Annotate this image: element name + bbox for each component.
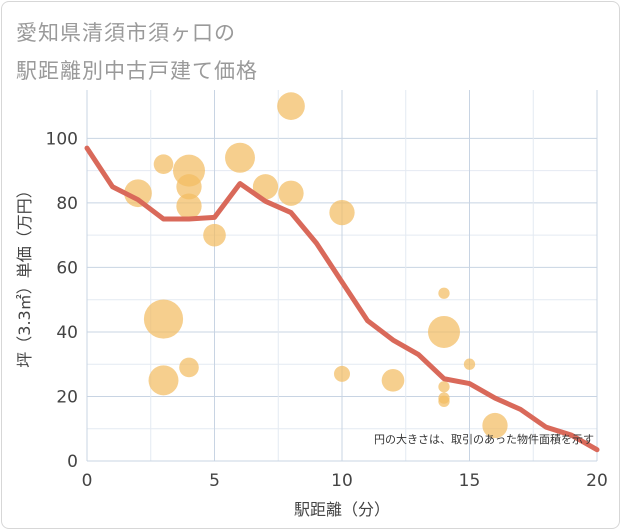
bubble-point bbox=[203, 223, 226, 247]
bubble-point bbox=[124, 179, 152, 208]
bubble-point bbox=[176, 193, 202, 219]
x-axis-label: 駅距離（分） bbox=[294, 500, 390, 519]
x-tick-label: 20 bbox=[586, 471, 608, 491]
bubble-point bbox=[438, 395, 450, 407]
y-axis-label: 坪（3.3㎡）単価（万円） bbox=[15, 182, 34, 367]
average-price-line bbox=[84, 145, 600, 453]
x-tick-label: 15 bbox=[459, 471, 481, 491]
bubble-point bbox=[381, 369, 405, 392]
bubble-point bbox=[143, 299, 184, 339]
y-tick-label: 40 bbox=[56, 323, 78, 343]
y-tick-label: 100 bbox=[46, 129, 78, 149]
bubble-point bbox=[329, 199, 355, 226]
bubble-point bbox=[225, 142, 255, 173]
x-tick-label: 10 bbox=[331, 471, 353, 491]
bubble-point bbox=[482, 412, 508, 439]
x-tick-label: 0 bbox=[82, 471, 93, 491]
bubble-point bbox=[438, 381, 450, 393]
bubble-point bbox=[176, 174, 202, 200]
y-tick-label: 20 bbox=[56, 387, 78, 407]
bubble-point bbox=[148, 365, 179, 396]
bubble-point bbox=[278, 180, 304, 206]
bubble-point bbox=[334, 365, 350, 382]
y-tick-label: 60 bbox=[56, 258, 78, 278]
bubble-point bbox=[438, 287, 450, 299]
y-tick-label: 0 bbox=[67, 452, 78, 472]
y-tick-label: 80 bbox=[56, 194, 78, 214]
bubble-size-note: 円の大きさは、取引のあった物件面積を示す bbox=[374, 432, 594, 446]
average-line-series bbox=[84, 145, 600, 453]
chart-title-line-1: 愛知県清須市須ヶ口の bbox=[16, 21, 236, 45]
bubble-point bbox=[428, 315, 460, 348]
bubble-point bbox=[463, 358, 476, 370]
x-tick-label: 5 bbox=[209, 471, 220, 491]
bubble-series bbox=[124, 92, 508, 439]
bubble-point bbox=[179, 357, 199, 378]
bubble-point bbox=[153, 154, 174, 174]
tick-labels: 0 20 40 60 80 100 0 5 10 15 20 bbox=[46, 129, 608, 491]
chart-title-line-2: 駅距離別中古戸建て価格 bbox=[16, 59, 258, 83]
bubble-point bbox=[277, 92, 305, 120]
bubble-point bbox=[252, 174, 279, 200]
